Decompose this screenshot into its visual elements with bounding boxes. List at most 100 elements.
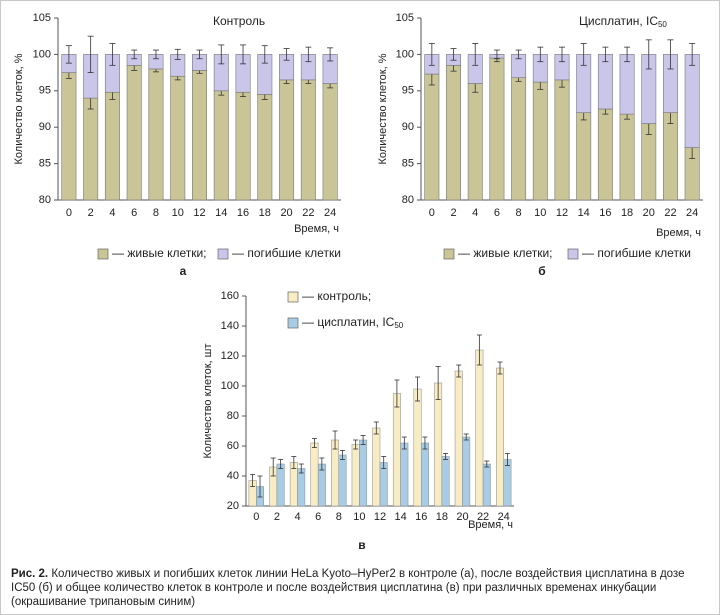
error-bar: [476, 334, 482, 366]
bar: [462, 436, 471, 507]
y-tick-label: 100: [396, 48, 414, 60]
error-bar: [435, 366, 441, 400]
error-bar: [456, 364, 462, 378]
bar-segment: [641, 123, 657, 201]
y-tick-label: 100: [221, 380, 239, 392]
x-tick-label: 2: [274, 511, 280, 523]
x-tick-label: 22: [302, 207, 314, 219]
bar-segment: [597, 54, 613, 110]
bar: [475, 349, 484, 507]
x-tick-label: 4: [294, 511, 300, 523]
bar: [359, 439, 368, 507]
bar: [413, 388, 422, 507]
x-axis-label: Время, ч: [468, 519, 513, 531]
chart-title: Цисплатин, IC: [579, 14, 658, 28]
x-tick-label: 4: [472, 207, 478, 219]
bar-segment: [576, 112, 592, 201]
legend-swatch: [287, 291, 299, 303]
y-tick-label: 105: [396, 12, 414, 24]
x-tick-label: 6: [494, 207, 500, 219]
x-tick-label: 8: [336, 511, 342, 523]
x-tick-label: 14: [578, 207, 590, 219]
bar: [496, 367, 504, 507]
error-bar: [319, 457, 325, 471]
bar-segment: [322, 83, 338, 201]
legend-label: — живые клетки;: [112, 246, 207, 260]
error-bar: [196, 49, 203, 60]
error-bar: [353, 439, 359, 450]
error-bar: [422, 436, 428, 450]
bar: [392, 393, 401, 507]
legend-label: — цисплатин, IC: [302, 315, 395, 329]
legend-label: — погибшие клетки: [232, 246, 341, 260]
y-tick-label: 20: [227, 500, 239, 512]
bar-segment: [279, 79, 295, 201]
bar: [276, 463, 285, 507]
error-bar: [497, 361, 503, 375]
error-bar: [537, 46, 544, 63]
error-bar: [360, 435, 366, 445]
x-tick-label: 24: [686, 207, 698, 219]
bar-segment: [61, 72, 77, 201]
bar: [400, 442, 409, 507]
y-tick-label: 90: [402, 121, 414, 133]
x-tick-label: 18: [259, 207, 271, 219]
error-bar: [283, 48, 290, 61]
bar: [420, 442, 429, 507]
error-bar: [515, 49, 522, 60]
y-tick-label: 80: [227, 410, 239, 422]
y-tick-label: 40: [227, 470, 239, 482]
x-tick-label: 2: [88, 207, 94, 219]
x-tick-label: 18: [621, 207, 633, 219]
x-tick-label: 0: [429, 207, 435, 219]
x-axis-label: Время, ч: [656, 227, 701, 239]
x-tick-label: 20: [643, 207, 655, 219]
x-tick-label: 6: [131, 207, 137, 219]
y-axis-label: Количество клеток, %: [13, 53, 25, 164]
bar-segment: [619, 113, 635, 201]
error-bar: [415, 376, 421, 402]
error-bar: [484, 460, 490, 468]
y-tick-label: 80: [402, 194, 414, 206]
x-tick-label: 10: [172, 207, 184, 219]
caption-label: Рис. 2.: [11, 568, 49, 580]
bar: [297, 468, 306, 507]
y-tick-label: 85: [402, 158, 414, 170]
x-tick-label: 22: [477, 511, 489, 523]
bar: [441, 456, 450, 507]
bar-segment: [257, 94, 273, 201]
bar-segment: [300, 79, 316, 201]
error-bar: [463, 433, 469, 441]
y-tick-label: 90: [39, 121, 51, 133]
bar-segment: [424, 73, 440, 201]
bar-segment: [446, 65, 461, 201]
y-tick-label: 120: [221, 350, 239, 362]
x-tick-label: 14: [215, 207, 227, 219]
x-tick-label: 12: [374, 511, 386, 523]
bar: [482, 463, 491, 507]
bar-segment: [192, 70, 207, 201]
x-tick-label: 16: [237, 207, 249, 219]
bar-segment: [532, 81, 548, 201]
y-tick-label: 95: [39, 85, 51, 97]
bar: [351, 444, 360, 507]
bar-segment: [213, 90, 229, 201]
caption: Рис. 2. Количество живых и погибших клет…: [11, 567, 711, 609]
bar: [372, 427, 381, 507]
panel-label: а: [180, 264, 187, 278]
bar-segment: [83, 97, 99, 201]
bar-segment: [467, 83, 483, 201]
error-bar: [174, 48, 181, 60]
bar-segment: [554, 79, 570, 201]
error-bar: [261, 45, 268, 64]
bar: [434, 382, 443, 507]
bar: [289, 462, 298, 507]
error-bar: [332, 430, 338, 450]
x-tick-label: 16: [415, 511, 427, 523]
legend-label-sub: 50: [394, 321, 403, 330]
error-bar: [291, 456, 297, 469]
y-tick-label: 80: [39, 194, 51, 206]
x-tick-label: 10: [534, 207, 546, 219]
bar-segment: [126, 65, 142, 201]
